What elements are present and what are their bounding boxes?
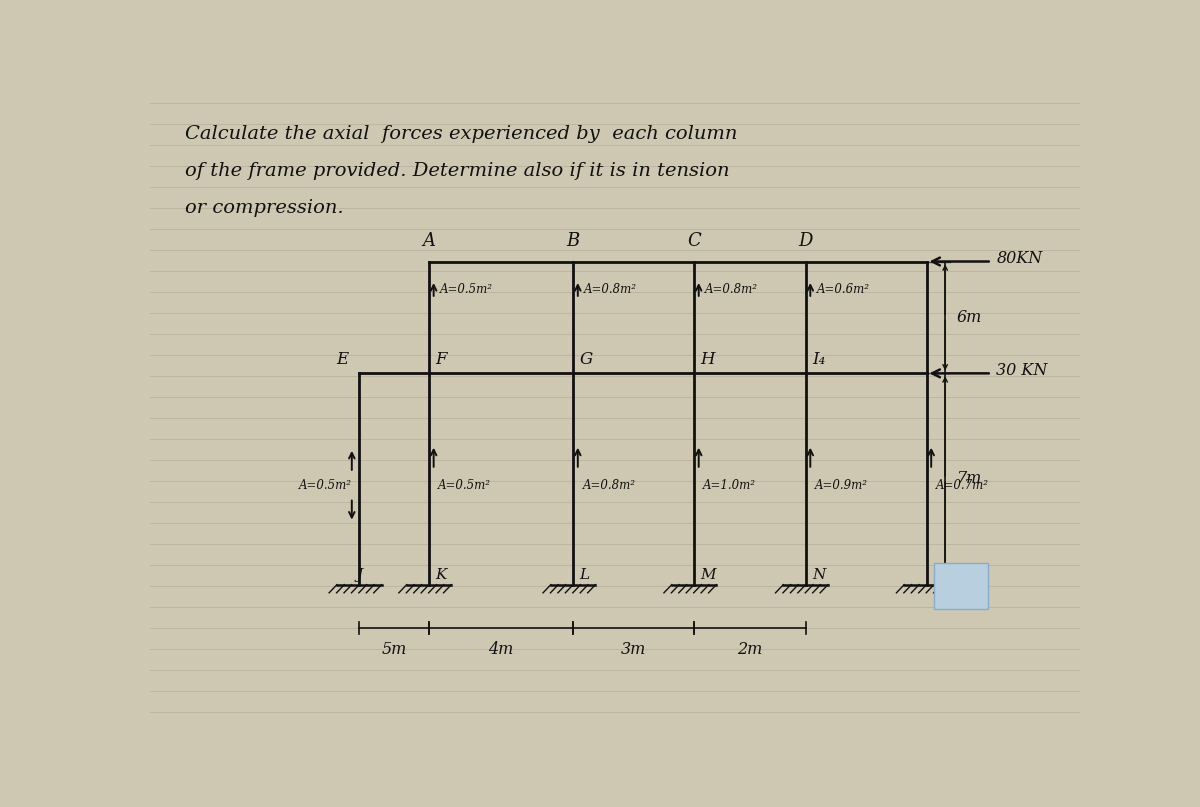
Text: N: N — [812, 567, 826, 582]
Text: 80KN: 80KN — [996, 250, 1043, 267]
Text: A=0.6m²: A=0.6m² — [817, 283, 870, 296]
Text: H: H — [701, 351, 715, 368]
Text: A=0.5m²: A=0.5m² — [438, 479, 491, 491]
Text: 7m: 7m — [956, 470, 982, 487]
Text: A=0.8m²: A=0.8m² — [706, 283, 758, 296]
Text: 4m: 4m — [488, 641, 514, 658]
Text: L: L — [580, 567, 589, 582]
Text: of the frame provided. Determine also if it is in tension: of the frame provided. Determine also if… — [185, 162, 730, 180]
Text: A=1.0m²: A=1.0m² — [703, 479, 756, 491]
Text: 2m: 2m — [737, 641, 762, 658]
Text: I₄: I₄ — [812, 351, 826, 368]
Text: B: B — [566, 232, 580, 250]
Text: 5m: 5m — [382, 641, 407, 658]
Text: F: F — [436, 351, 448, 368]
Text: K: K — [436, 567, 446, 582]
Text: A: A — [422, 232, 436, 250]
Text: A=0.8m²: A=0.8m² — [584, 283, 637, 296]
Text: A=0.8m²: A=0.8m² — [582, 479, 636, 491]
Text: M: M — [701, 567, 716, 582]
Text: A=0.5m²: A=0.5m² — [440, 283, 493, 296]
Text: A=0.7m²: A=0.7m² — [936, 479, 989, 491]
Text: A=0.5m²: A=0.5m² — [299, 479, 352, 491]
Text: 3m: 3m — [620, 641, 647, 658]
Text: J: J — [356, 567, 362, 582]
Text: 30 KN: 30 KN — [996, 362, 1048, 378]
FancyBboxPatch shape — [934, 563, 988, 609]
Text: D: D — [798, 232, 812, 250]
Text: or compression.: or compression. — [185, 199, 344, 217]
Text: G: G — [580, 351, 593, 368]
Text: A=0.9m²: A=0.9m² — [815, 479, 868, 491]
Text: E: E — [336, 351, 348, 368]
Text: Calculate the axial  forces experienced by  each column: Calculate the axial forces experienced b… — [185, 125, 738, 143]
Text: C: C — [688, 232, 701, 250]
Text: 6m: 6m — [956, 309, 982, 326]
